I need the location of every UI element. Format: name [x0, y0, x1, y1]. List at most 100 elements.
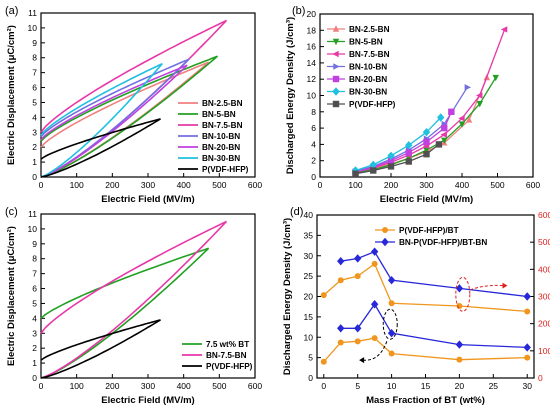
x-tick-label: 10 [387, 381, 397, 391]
x-tick-label: 30 [522, 381, 532, 391]
y-tick-label: 4 [32, 313, 37, 323]
data-point-bn-5-bn [458, 121, 466, 128]
y-tick-label: 2 [311, 156, 316, 166]
legend-marker-bn-5-bn [332, 38, 340, 46]
legend-label-p-vdf-hfp: P(VDF-HFP) [349, 100, 396, 109]
data-point-energy-bn-bt-bn [455, 340, 464, 349]
panel-label: (c) [5, 206, 18, 218]
data-point-breakdown-bn-bt-bn [455, 284, 464, 293]
data-point-bn-30-bn [422, 127, 431, 137]
legend-label-bn-5-bn: BN-5-BN [349, 38, 383, 47]
data-point-breakdown-bt [388, 300, 395, 307]
pe-loop-bn-7-5-bn [40, 19, 228, 178]
y-tick-label: 16 [307, 42, 317, 52]
y-tick-label: 10 [28, 23, 38, 33]
x-tick-label: 200 [105, 180, 119, 190]
data-point-bn-7-5-bn [458, 115, 465, 122]
y-tick-label: 20 [304, 292, 314, 302]
data-point-p-vdf-hfp [423, 150, 430, 158]
x-tick-label: 0 [321, 381, 326, 391]
y-tick-label: 8 [32, 53, 37, 63]
legend-label-bn-p-vdf-hfp-bt-bn: BN-P(VDF-HFP)/BT-BN [399, 238, 487, 247]
data-point-breakdown-bn-bt-bn [387, 276, 396, 285]
data-point-energy-bn-bt-bn [387, 328, 396, 338]
data-point-bn-30-bn [437, 113, 445, 122]
y-tick-label: 0 [32, 172, 37, 182]
y-tick-label: 0 [311, 172, 316, 182]
y-right-tick-label: 200 [538, 319, 550, 329]
pe-loop-bn-30-bn [40, 62, 163, 178]
y-right-tick-label: 500 [538, 237, 550, 247]
x-tick-label: 25 [489, 381, 499, 391]
data-point-breakdown-bn-bt-bn [353, 254, 362, 263]
legend-label-bn-2-5-bn: BN-2.5-BN [202, 99, 243, 108]
data-point-energy-bt [354, 338, 361, 345]
y-tick-label: 14 [307, 58, 317, 68]
data-point-energy-bn-bt-bn [370, 300, 379, 309]
y-axis-label: Discharged Energy Density (J/cm³) [282, 218, 293, 375]
series-line-energy-bn-bt-bn [340, 302, 528, 349]
y-right-tick-label: 300 [538, 292, 550, 302]
data-point-energy-bn-bt-bn [353, 324, 362, 333]
x-tick-label: 600 [248, 180, 262, 190]
data-point-bn-7-5-bn [476, 92, 483, 99]
y-axis-label: Discharged Energy Density (J/cm³) [285, 17, 296, 174]
y-tick-label: 20 [307, 9, 317, 19]
y-right-tick-label: 600 [538, 210, 550, 220]
data-point-energy-bt [320, 358, 327, 365]
legend-label-bn-10-bn: BN-10-BN [202, 132, 240, 141]
annotation-arrowhead-left [359, 357, 365, 364]
y-tick-label: 4 [32, 112, 37, 122]
data-point-breakdown-bn-bt-bn [337, 256, 345, 266]
data-point-energy-bn-bt-bn [337, 324, 345, 333]
data-point-bn-30-bn [405, 141, 413, 150]
x-tick-label: 20 [455, 381, 465, 391]
legend-label-bn-7-5-bn: BN-7.5-BN [206, 351, 247, 360]
y-tick-label: 11 [28, 209, 37, 219]
legend-marker-bn-10-bn [333, 63, 340, 70]
y-tick-label: 15 [304, 312, 314, 322]
data-point-bn-7-5-bn [440, 131, 447, 138]
x-tick-label: 300 [419, 180, 433, 190]
data-point-bn-20-bn [387, 157, 395, 164]
y-axis-label: Electric Displacement (μC/cm²) [6, 226, 17, 366]
data-point-breakdown-bn-bt-bn [370, 247, 379, 256]
y-tick-label: 12 [307, 74, 317, 84]
data-point-bn-5-bn [492, 74, 499, 82]
x-tick-label: 500 [212, 180, 226, 190]
x-tick-label: 100 [348, 180, 362, 190]
panel-a-pe-loops: 0 100 200 300 400 500 600 0 1 2 3 4 5 6 7 8 9 10 11 Electri… [5, 5, 262, 205]
x-axis-label: Mass Fraction of BT (wt%) [366, 395, 485, 406]
y-tick-label: 2 [32, 343, 37, 353]
legend-label-p-vdf-hfp: P(VDF-HFP) [206, 362, 253, 371]
y-tick-label: 5 [32, 97, 37, 107]
y-tick-label: 11 [28, 8, 37, 18]
y-right-tick-label: 0 [538, 373, 543, 383]
legend-label-bn-20-bn: BN-20-BN [202, 143, 240, 152]
y-tick-label: 5 [308, 353, 313, 363]
data-point-bn-20-bn [441, 124, 448, 132]
x-tick-label: 100 [70, 180, 84, 190]
legend-label-7-5-wt-bt: 7.5 wt% BT [206, 340, 249, 349]
data-point-breakdown-bt [371, 260, 378, 267]
y-tick-label: 6 [311, 123, 316, 133]
y-tick-label: 5 [32, 298, 37, 308]
annotation-arrow-left [363, 341, 388, 361]
y-tick-label: 0 [308, 373, 313, 383]
y-tick-label: 3 [32, 328, 37, 338]
x-tick-label: 500 [212, 381, 226, 391]
y-tick-label: 8 [32, 254, 37, 264]
y-tick-label: 6 [32, 83, 37, 93]
x-tick-label: 400 [177, 381, 191, 391]
y-tick-label: 35 [304, 230, 314, 240]
data-point-bn-2-5-bn [465, 116, 473, 123]
x-tick-label: 0 [39, 381, 44, 391]
data-point-bn-30-bn [387, 151, 395, 161]
data-point-energy-bt [371, 335, 378, 342]
x-tick-label: 500 [490, 180, 504, 190]
y-tick-label: 30 [304, 251, 314, 261]
panel-label: (d) [290, 206, 303, 218]
legend-label-p-vdf-hfp-bt: P(VDF-HFP)/BT [399, 226, 459, 235]
